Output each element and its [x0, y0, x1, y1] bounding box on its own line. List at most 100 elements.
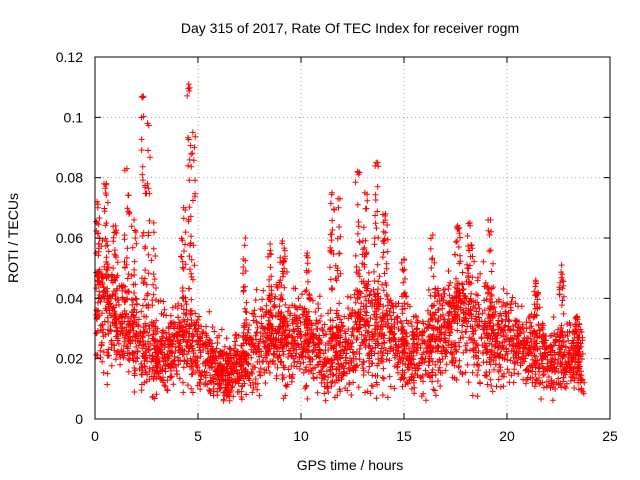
data-point: [438, 295, 445, 302]
data-point: [339, 372, 346, 379]
data-point: [149, 302, 156, 309]
data-point: [498, 303, 505, 310]
data-point: [241, 358, 248, 365]
data-point: [170, 333, 177, 340]
data-point: [431, 259, 438, 266]
data-point: [439, 356, 446, 362]
data-point: [209, 324, 216, 331]
data-point: [335, 331, 342, 338]
data-point: [530, 327, 537, 334]
data-point: [327, 342, 334, 349]
data-point: [146, 217, 153, 224]
data-point: [94, 299, 101, 306]
data-point: [253, 319, 260, 326]
data-point: [113, 302, 120, 309]
data-point: [131, 258, 138, 265]
data-point: [243, 391, 250, 398]
data-point: [436, 335, 442, 342]
data-point: [282, 382, 289, 389]
data-point: [488, 292, 495, 299]
data-point: [287, 348, 294, 354]
data-point: [370, 333, 377, 339]
data-point: [114, 327, 121, 334]
data-point: [425, 286, 432, 293]
data-point: [262, 380, 269, 386]
data-point: [190, 197, 196, 204]
data-point: [327, 317, 334, 323]
data-point: [267, 264, 274, 271]
data-point: [366, 357, 372, 364]
data-point: [117, 312, 124, 319]
data-point: [372, 163, 379, 169]
data-point: [129, 301, 136, 308]
data-point: [128, 272, 135, 279]
data-point: [98, 342, 105, 349]
data-point: [418, 332, 425, 339]
data-point: [504, 290, 510, 297]
data-point: [103, 266, 110, 273]
data-point: [481, 344, 488, 351]
data-point: [386, 357, 393, 364]
data-point: [541, 350, 548, 357]
data-point: [568, 354, 575, 361]
data-point: [142, 320, 149, 327]
data-point: [97, 354, 104, 361]
y-tick-label: 0: [75, 411, 83, 427]
data-point: [124, 331, 131, 338]
data-point: [419, 340, 426, 347]
data-point: [482, 320, 489, 327]
data-point: [121, 283, 128, 290]
data-point: [539, 364, 546, 371]
data-point: [453, 239, 459, 246]
data-point: [487, 296, 494, 303]
data-point: [429, 369, 435, 376]
data-point: [489, 312, 496, 319]
data-point: [320, 363, 327, 370]
data-point: [388, 323, 395, 330]
data-point: [297, 360, 304, 367]
data-point: [133, 344, 140, 350]
data-point: [403, 343, 410, 350]
data-point: [381, 344, 387, 351]
data-point: [342, 354, 349, 361]
data-point: [261, 339, 268, 346]
data-point: [557, 329, 564, 336]
data-point: [348, 392, 355, 398]
data-point: [459, 322, 466, 329]
data-point: [242, 337, 249, 344]
data-point: [538, 396, 545, 402]
data-point: [242, 268, 249, 274]
data-point: [131, 319, 138, 326]
data-point: [420, 390, 427, 397]
data-point: [335, 204, 342, 211]
data-point: [230, 393, 237, 400]
data-point: [160, 374, 167, 381]
data-point: [413, 333, 420, 340]
data-point: [387, 328, 394, 335]
data-point: [412, 365, 419, 372]
data-point: [149, 353, 156, 360]
data-point: [261, 369, 268, 376]
data-point: [370, 286, 377, 293]
data-point: [214, 340, 221, 346]
data-point: [112, 322, 119, 329]
data-point: [128, 296, 135, 303]
data-point: [486, 354, 493, 361]
data-point: [309, 297, 316, 304]
data-point: [577, 379, 584, 386]
data-point: [373, 159, 380, 166]
data-point: [383, 307, 390, 314]
data-point: [321, 383, 328, 390]
data-point: [248, 369, 255, 376]
data-point: [150, 229, 157, 236]
data-point: [551, 369, 558, 376]
data-point: [364, 388, 371, 395]
data-point: [401, 374, 408, 381]
data-point: [307, 296, 314, 303]
data-point: [334, 335, 341, 342]
data-point: [116, 313, 123, 320]
data-point: [313, 334, 320, 341]
data-point: [275, 353, 282, 360]
data-point: [145, 147, 152, 154]
data-point: [118, 328, 125, 335]
